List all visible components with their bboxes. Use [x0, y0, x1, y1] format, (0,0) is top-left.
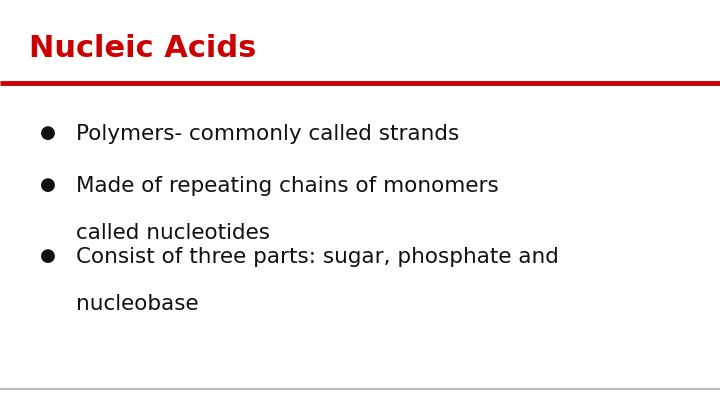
Text: ●: ● — [40, 176, 55, 194]
Text: nucleobase: nucleobase — [76, 294, 198, 313]
Text: Polymers- commonly called strands: Polymers- commonly called strands — [76, 124, 459, 143]
Text: ●: ● — [40, 124, 55, 141]
Text: called nucleotides: called nucleotides — [76, 223, 269, 243]
Text: ●: ● — [40, 247, 55, 265]
Text: Consist of three parts: sugar, phosphate and: Consist of three parts: sugar, phosphate… — [76, 247, 559, 267]
Text: Nucleic Acids: Nucleic Acids — [29, 34, 256, 64]
Text: Made of repeating chains of monomers: Made of repeating chains of monomers — [76, 176, 498, 196]
